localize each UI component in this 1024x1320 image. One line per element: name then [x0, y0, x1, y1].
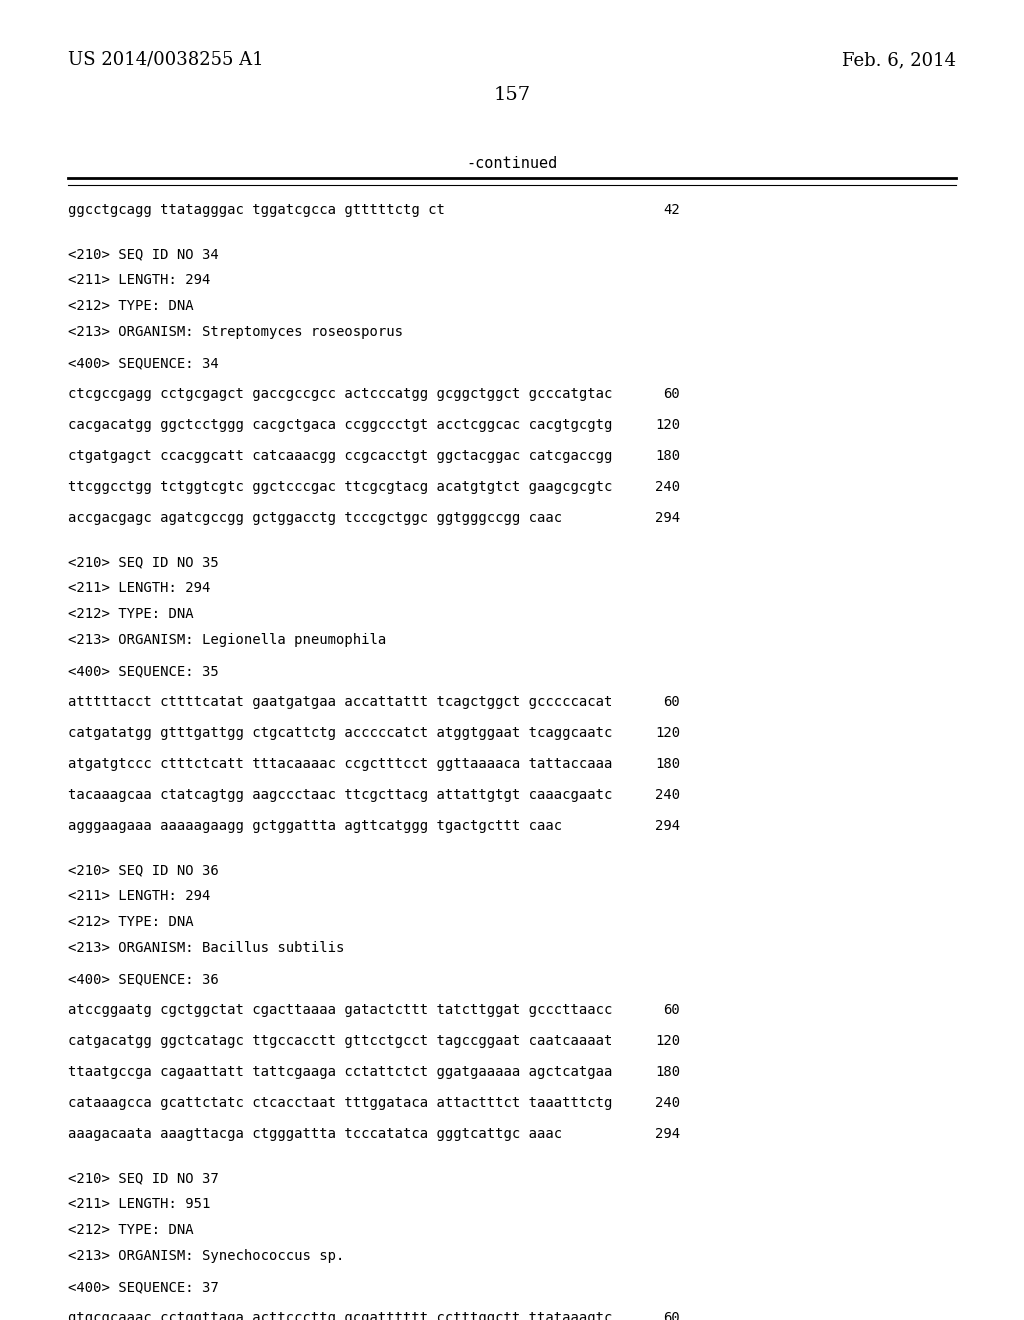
Text: ctcgccgagg cctgcgagct gaccgccgcc actcccatgg gcggctggct gcccatgtac: ctcgccgagg cctgcgagct gaccgccgcc actccca… — [68, 387, 612, 401]
Text: <211> LENGTH: 951: <211> LENGTH: 951 — [68, 1197, 210, 1210]
Text: US 2014/0038255 A1: US 2014/0038255 A1 — [68, 51, 263, 69]
Text: ttcggcctgg tctggtcgtc ggctcccgac ttcgcgtacg acatgtgtct gaagcgcgtc: ttcggcctgg tctggtcgtc ggctcccgac ttcgcgt… — [68, 480, 612, 494]
Text: <210> SEQ ID NO 37: <210> SEQ ID NO 37 — [68, 1171, 219, 1185]
Text: <212> TYPE: DNA: <212> TYPE: DNA — [68, 607, 194, 620]
Text: cacgacatgg ggctcctggg cacgctgaca ccggccctgt acctcggcac cacgtgcgtg: cacgacatgg ggctcctggg cacgctgaca ccggccc… — [68, 418, 612, 432]
Text: 60: 60 — [664, 1003, 680, 1016]
Text: <213> ORGANISM: Streptomyces roseosporus: <213> ORGANISM: Streptomyces roseosporus — [68, 325, 403, 339]
Text: 120: 120 — [655, 418, 680, 432]
Text: <212> TYPE: DNA: <212> TYPE: DNA — [68, 1224, 194, 1237]
Text: <211> LENGTH: 294: <211> LENGTH: 294 — [68, 273, 210, 286]
Text: accgacgagc agatcgccgg gctggacctg tcccgctggc ggtgggccgg caac: accgacgagc agatcgccgg gctggacctg tcccgct… — [68, 511, 562, 525]
Text: <212> TYPE: DNA: <212> TYPE: DNA — [68, 300, 194, 313]
Text: agggaagaaa aaaaagaagg gctggattta agttcatggg tgactgcttt caac: agggaagaaa aaaaagaagg gctggattta agttcat… — [68, 818, 562, 833]
Text: atccggaatg cgctggctat cgacttaaaa gatactcttt tatcttggat gcccttaacc: atccggaatg cgctggctat cgacttaaaa gatactc… — [68, 1003, 612, 1016]
Text: <213> ORGANISM: Bacillus subtilis: <213> ORGANISM: Bacillus subtilis — [68, 941, 344, 954]
Text: catgacatgg ggctcatagc ttgccacctt gttcctgcct tagccggaat caatcaaaat: catgacatgg ggctcatagc ttgccacctt gttcctg… — [68, 1034, 612, 1048]
Text: atttttacct cttttcatat gaatgatgaa accattattt tcagctggct gcccccacat: atttttacct cttttcatat gaatgatgaa accatta… — [68, 696, 612, 709]
Text: ttaatgccga cagaattatt tattcgaaga cctattctct ggatgaaaaa agctcatgaa: ttaatgccga cagaattatt tattcgaaga cctattc… — [68, 1065, 612, 1078]
Text: 180: 180 — [655, 1065, 680, 1078]
Text: <213> ORGANISM: Synechococcus sp.: <213> ORGANISM: Synechococcus sp. — [68, 1249, 344, 1263]
Text: 240: 240 — [655, 480, 680, 494]
Text: ctgatgagct ccacggcatt catcaaacgg ccgcacctgt ggctacggac catcgaccgg: ctgatgagct ccacggcatt catcaaacgg ccgcacc… — [68, 449, 612, 463]
Text: 60: 60 — [664, 387, 680, 401]
Text: <400> SEQUENCE: 35: <400> SEQUENCE: 35 — [68, 664, 219, 678]
Text: 294: 294 — [655, 818, 680, 833]
Text: <400> SEQUENCE: 37: <400> SEQUENCE: 37 — [68, 1280, 219, 1294]
Text: 240: 240 — [655, 788, 680, 803]
Text: 180: 180 — [655, 756, 680, 771]
Text: catgatatgg gtttgattgg ctgcattctg acccccatct atggtggaat tcaggcaatc: catgatatgg gtttgattgg ctgcattctg accccca… — [68, 726, 612, 741]
Text: <210> SEQ ID NO 35: <210> SEQ ID NO 35 — [68, 554, 219, 569]
Text: -continued: -continued — [466, 156, 558, 170]
Text: atgatgtccc ctttctcatt tttacaaaac ccgctttcct ggttaaaaca tattaccaaa: atgatgtccc ctttctcatt tttacaaaac ccgcttt… — [68, 756, 612, 771]
Text: <212> TYPE: DNA: <212> TYPE: DNA — [68, 915, 194, 929]
Text: <213> ORGANISM: Legionella pneumophila: <213> ORGANISM: Legionella pneumophila — [68, 634, 386, 647]
Text: 240: 240 — [655, 1096, 680, 1110]
Text: <210> SEQ ID NO 36: <210> SEQ ID NO 36 — [68, 863, 219, 876]
Text: 42: 42 — [664, 203, 680, 216]
Text: cataaagcca gcattctatc ctcacctaat tttggataca attactttct taaatttctg: cataaagcca gcattctatc ctcacctaat tttggat… — [68, 1096, 612, 1110]
Text: ggcctgcagg ttatagggac tggatcgcca gtttttctg ct: ggcctgcagg ttatagggac tggatcgcca gtttttc… — [68, 203, 444, 216]
Text: <210> SEQ ID NO 34: <210> SEQ ID NO 34 — [68, 247, 219, 261]
Text: Feb. 6, 2014: Feb. 6, 2014 — [842, 51, 956, 69]
Text: <211> LENGTH: 294: <211> LENGTH: 294 — [68, 581, 210, 595]
Text: 120: 120 — [655, 1034, 680, 1048]
Text: <400> SEQUENCE: 36: <400> SEQUENCE: 36 — [68, 972, 219, 986]
Text: 60: 60 — [664, 696, 680, 709]
Text: tacaaagcaa ctatcagtgg aagccctaac ttcgcttacg attattgtgt caaacgaatc: tacaaagcaa ctatcagtgg aagccctaac ttcgctt… — [68, 788, 612, 803]
Text: 120: 120 — [655, 726, 680, 741]
Text: 294: 294 — [655, 511, 680, 525]
Text: 157: 157 — [494, 86, 530, 104]
Text: <211> LENGTH: 294: <211> LENGTH: 294 — [68, 888, 210, 903]
Text: 294: 294 — [655, 1127, 680, 1140]
Text: <400> SEQUENCE: 34: <400> SEQUENCE: 34 — [68, 356, 219, 370]
Text: 60: 60 — [664, 1311, 680, 1320]
Text: 180: 180 — [655, 449, 680, 463]
Text: gtgcgcaaac cctggttaga acttcccttg gcgatttttt cctttggctt ttataaagtc: gtgcgcaaac cctggttaga acttcccttg gcgattt… — [68, 1311, 612, 1320]
Text: aaagacaata aaagttacga ctgggattta tcccatatca gggtcattgc aaac: aaagacaata aaagttacga ctgggattta tcccata… — [68, 1127, 562, 1140]
